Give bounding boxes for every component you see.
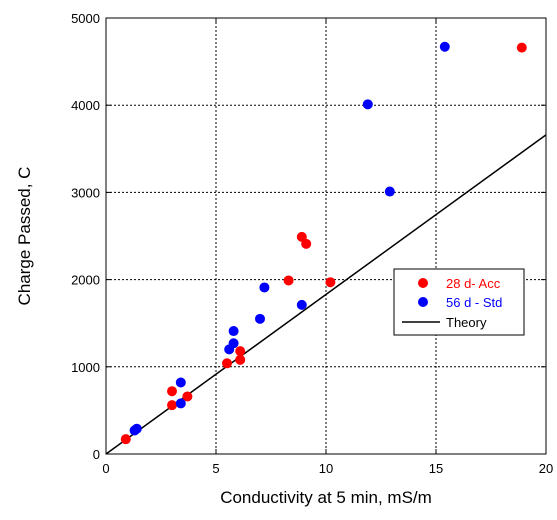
x-tick-label: 0 <box>102 461 109 476</box>
point-56d-std <box>255 313 265 324</box>
point-56d-std <box>131 423 142 434</box>
y-tick-label: 1000 <box>71 360 100 375</box>
axis-ticks: 0 5 10 15 20 0 1000 2000 3000 4000 5000 <box>71 11 553 476</box>
point-56d-std <box>259 282 270 293</box>
point-28d-acc <box>235 346 246 357</box>
y-tick-label: 3000 <box>71 185 100 200</box>
point-56d-std <box>384 186 395 197</box>
point-56d-std <box>439 41 450 52</box>
x-axis-label: Conductivity at 5 min, mS/m <box>220 488 432 507</box>
y-tick-label: 2000 <box>71 273 100 288</box>
legend-marker-56d-std <box>418 297 428 307</box>
x-tick-label: 5 <box>212 461 219 476</box>
y-tick-label: 0 <box>93 447 100 462</box>
data-points-layer <box>120 41 527 445</box>
point-56d-std <box>175 377 186 388</box>
point-56d-std <box>175 398 186 409</box>
legend-box <box>393 268 525 336</box>
x-tick-label: 10 <box>319 461 333 476</box>
legend: 28 d- Acc 56 d - Std Theory <box>393 268 525 336</box>
y-tick-label: 5000 <box>71 11 100 26</box>
legend-marker-28d-acc <box>418 278 428 288</box>
x-tick-label: 20 <box>539 461 553 476</box>
point-28d-acc <box>167 386 177 397</box>
point-56d-std <box>296 299 307 310</box>
point-56d-std <box>362 99 373 110</box>
point-28d-acc <box>283 275 294 286</box>
point-28d-acc <box>167 400 177 411</box>
point-28d-acc <box>516 42 527 53</box>
point-28d-acc <box>235 354 246 365</box>
y-axis-label: Charge Passed, C <box>15 167 34 306</box>
grid-lines <box>106 18 546 454</box>
point-28d-acc <box>120 434 131 445</box>
x-tick-label: 15 <box>429 461 443 476</box>
point-28d-acc <box>222 358 232 369</box>
legend-label-56d-std: 56 d - Std <box>446 295 502 310</box>
legend-label-theory: Theory <box>446 315 487 330</box>
point-56d-std <box>228 326 239 337</box>
point-28d-acc <box>182 391 193 402</box>
point-28d-acc <box>325 277 336 288</box>
point-28d-acc <box>301 238 312 249</box>
point-56d-std <box>228 338 239 349</box>
legend-label-28d-acc: 28 d- Acc <box>446 276 501 291</box>
y-tick-label: 4000 <box>71 98 100 113</box>
